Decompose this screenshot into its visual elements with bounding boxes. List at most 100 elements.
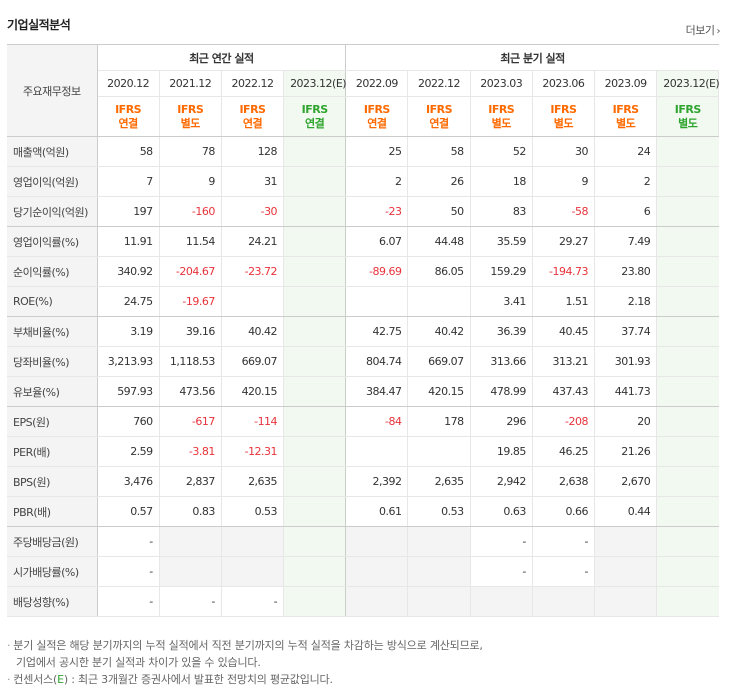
table-cell: 178 xyxy=(407,406,471,437)
standard-scope: 별도 xyxy=(491,116,512,130)
table-cell: 40.42 xyxy=(221,316,285,347)
row-label: 영업이익률(%) xyxy=(7,226,98,257)
group-quarter: 최근 분기 실적 xyxy=(345,44,719,71)
table-row: BPS(원) 3,476 2,837 2,635 2,392 2,635 2,942 2,63… xyxy=(7,466,719,497)
table-cell xyxy=(283,436,347,467)
table-cell: 30 xyxy=(532,136,596,167)
table-cell: 9 xyxy=(159,166,222,197)
row-label: EPS(원) xyxy=(7,406,98,437)
table-cell: 42.75 xyxy=(345,316,409,347)
table-cell: - xyxy=(532,526,596,557)
row-label: ROE(%) xyxy=(7,286,98,317)
table-cell: 86.05 xyxy=(407,256,471,287)
table-cell: - xyxy=(532,556,596,587)
standard-ifrs: IFRS xyxy=(426,102,453,116)
table-cell: 40.42 xyxy=(407,316,471,347)
period-header: 2023.03 xyxy=(470,70,533,97)
row-label: 순이익률(%) xyxy=(7,256,98,287)
table-cell: -23.72 xyxy=(221,256,285,287)
table-row: 영업이익(억원) 7 9 31 2 26 18 9 2 xyxy=(7,166,719,197)
table-cell: 301.93 xyxy=(594,346,658,377)
table-cell: 0.53 xyxy=(221,496,285,527)
table-cell xyxy=(345,556,409,587)
table-cell: 1.51 xyxy=(532,286,596,317)
table-cell xyxy=(345,586,409,617)
table-cell: 29.27 xyxy=(532,226,596,257)
table-cell: 441.73 xyxy=(594,376,658,407)
table-cell xyxy=(221,556,285,587)
standard-scope: 연결 xyxy=(429,116,449,130)
more-link[interactable]: 더보기 › xyxy=(685,22,721,38)
table-cell: 2,638 xyxy=(532,466,596,497)
table-cell: 39.16 xyxy=(159,316,222,347)
table-cell: 0.61 xyxy=(345,496,409,527)
accounting-standard: IFRS 연결 xyxy=(345,96,409,137)
row-label: 부채비율(%) xyxy=(7,316,98,347)
note-line-1: · 분기 실적은 해당 분기까지의 누적 실적에서 직전 분기까지의 누적 실적을… xyxy=(7,639,483,652)
period-header: 2021.12 xyxy=(159,70,222,97)
table-cell xyxy=(656,286,719,317)
table-cell: 24.21 xyxy=(221,226,285,257)
table-cell: 1,118.53 xyxy=(159,346,222,377)
table-cell xyxy=(656,586,719,617)
table-cell xyxy=(345,526,409,557)
group-annual: 최근 연간 실적 xyxy=(97,44,347,71)
table-cell: 0.83 xyxy=(159,496,222,527)
accounting-standard: IFRS 연결 xyxy=(221,96,285,137)
table-cell: -84 xyxy=(345,406,409,437)
table-cell: 384.47 xyxy=(345,376,409,407)
chevron-right-icon: › xyxy=(716,26,721,37)
table-row: 주당배당금(원) - - - xyxy=(7,526,719,557)
row-label: PBR(배) xyxy=(7,496,98,527)
table-cell: 11.54 xyxy=(159,226,222,257)
table-row: 유보율(%) 597.93 473.56 420.15 384.47 420.15 478.… xyxy=(7,376,719,407)
table-cell xyxy=(656,556,719,587)
table-cell: 37.74 xyxy=(594,316,658,347)
table-cell xyxy=(407,526,471,557)
row-label: 주당배당금(원) xyxy=(7,526,98,557)
table-cell: 2.59 xyxy=(97,436,160,467)
table-cell: 26 xyxy=(407,166,471,197)
table-cell: 23.80 xyxy=(594,256,658,287)
table-cell xyxy=(283,406,347,437)
standard-scope: 연결 xyxy=(305,116,325,130)
table-cell: 44.48 xyxy=(407,226,471,257)
table-cell xyxy=(656,196,719,227)
table-cell: - xyxy=(97,526,160,557)
row-label: 유보율(%) xyxy=(7,376,98,407)
table-cell: 669.07 xyxy=(221,346,285,377)
table-cell xyxy=(656,406,719,437)
accounting-standard: IFRS 별도 xyxy=(470,96,533,137)
standard-ifrs: IFRS xyxy=(363,102,391,116)
note-line-2: 기업에서 공시한 분기 실적과 차이가 있을 수 있습니다. xyxy=(16,656,261,669)
table-cell: 20 xyxy=(594,406,658,437)
table-cell: -89.69 xyxy=(345,256,409,287)
table-cell: - xyxy=(470,526,533,557)
table-cell: 2.18 xyxy=(594,286,658,317)
table-cell: 2,942 xyxy=(470,466,533,497)
more-link-label: 더보기 xyxy=(685,24,715,37)
table-cell xyxy=(407,556,471,587)
table-cell xyxy=(407,436,471,467)
accounting-standard: IFRS 연결 xyxy=(97,96,160,137)
table-cell: 473.56 xyxy=(159,376,222,407)
standard-scope: 연결 xyxy=(242,116,263,130)
table-cell: - xyxy=(97,586,160,617)
table-cell: 0.63 xyxy=(470,496,533,527)
table-cell: -194.73 xyxy=(532,256,596,287)
table-cell xyxy=(656,256,719,287)
table-cell xyxy=(283,166,347,197)
table-cell xyxy=(656,466,719,497)
table-cell: 6.07 xyxy=(345,226,409,257)
table-cell: 3.41 xyxy=(470,286,533,317)
row-label: BPS(원) xyxy=(7,466,98,497)
table-cell: 0.66 xyxy=(532,496,596,527)
table-cell xyxy=(283,586,347,617)
period-header: 2023.09 xyxy=(594,70,658,97)
table-cell: 83 xyxy=(470,196,533,227)
table-cell: 3.19 xyxy=(97,316,160,347)
table-cell xyxy=(283,226,347,257)
table-cell: 78 xyxy=(159,136,222,167)
standard-scope: 연결 xyxy=(367,116,387,130)
table-cell xyxy=(656,526,719,557)
